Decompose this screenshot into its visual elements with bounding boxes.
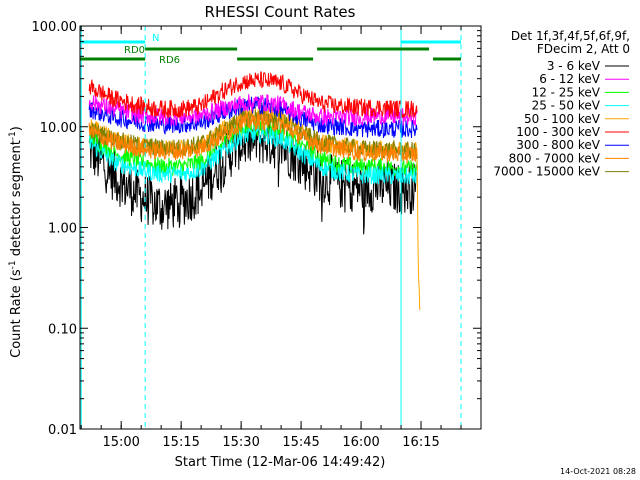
x-axis: 15:00 15:15 15:30 15:45 16:00 16:15 [80, 26, 482, 450]
legend: Det 1f,3f,4f,5f,6f,9f, FDecim 2, Att 0 3… [493, 29, 630, 179]
legend-label: 300 - 800 keV [516, 138, 600, 152]
y-tick-label: 100.00 [32, 20, 78, 35]
y-tick-label: 0.01 [48, 423, 77, 438]
y-axis-label: Count Rate (s-1 detector segment-1) [8, 126, 24, 358]
y-tick-label: 10.00 [40, 121, 77, 136]
flag-layer: N RD0 RD6 [80, 33, 462, 66]
x-tick-label: 15:00 [102, 435, 139, 450]
legend-label: 100 - 300 keV [516, 125, 600, 139]
x-axis-label: Start Time (12-Mar-06 14:49:42) [175, 455, 386, 470]
legend-label: 50 - 100 keV [524, 112, 601, 126]
legend-label: 800 - 7000 keV [509, 151, 601, 165]
flag-label-n: N [152, 33, 159, 44]
legend-label: 25 - 50 keV [532, 99, 601, 113]
series-line-3-6-kev [88, 115, 418, 235]
y-tick-label: 0.10 [48, 322, 77, 337]
legend-label: 6 - 12 keV [539, 72, 601, 86]
x-tick-label: 15:45 [282, 435, 319, 450]
flag-label-rd0: RD0 [124, 45, 145, 56]
chart-title: RHESSI Count Rates [205, 3, 356, 21]
series-layer [88, 71, 421, 311]
x-tick-label: 15:15 [162, 435, 199, 450]
x-tick-label: 16:15 [402, 435, 439, 450]
legend-label: 3 - 6 keV [547, 59, 601, 73]
series-line-300-800-kev [88, 96, 418, 139]
flag-label-rd6: RD6 [159, 55, 180, 66]
legend-label: 7000 - 15000 keV [493, 165, 600, 179]
marker-layer [80, 26, 462, 429]
legend-header-line-1: Det 1f,3f,4f,5f,6f,9f, [511, 29, 630, 43]
series-line-800-7000-kev [88, 111, 418, 164]
legend-label: 12 - 25 keV [532, 85, 601, 99]
x-tick-label: 16:00 [342, 435, 379, 450]
y-tick-label: 1.00 [48, 222, 77, 237]
legend-header-line-2: FDecim 2, Att 0 [537, 42, 630, 56]
x-tick-label: 15:30 [222, 435, 259, 450]
series-line-100-300-kev [88, 71, 418, 119]
series-line-25-50-kev [88, 125, 418, 185]
y-axis: 0.01 0.10 1.00 10.00 100.00 [32, 20, 481, 438]
timestamp: 14-Oct-2021 08:28 [560, 467, 636, 476]
